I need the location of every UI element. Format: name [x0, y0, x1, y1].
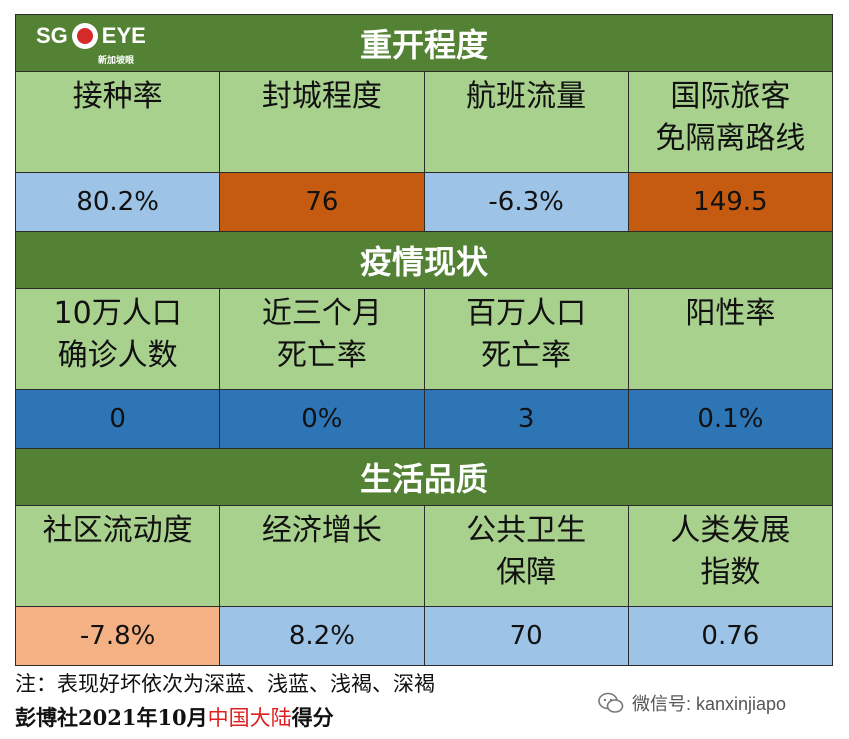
metric-value: -6.3% — [424, 173, 629, 231]
metric-label: 百万人口 死亡率 — [424, 289, 629, 389]
logo-subtitle: 新加坡眼 — [98, 55, 135, 65]
metric-value: 149.5 — [628, 173, 832, 231]
source-region: 中国大陆 — [207, 706, 292, 730]
value-row: 0 0% 3 0.1% — [16, 390, 832, 449]
metric-label: 航班流量 — [424, 72, 629, 172]
metric-value: 0% — [220, 390, 425, 448]
section-title: 疫情现状 — [359, 243, 488, 281]
value-row: -7.8% 8.2% 70 0.76 — [16, 607, 832, 665]
label-row: 10万人口 确诊人数 近三个月 死亡率 百万人口 死亡率 阳性率 — [16, 289, 832, 390]
metric-label: 10万人口 确诊人数 — [16, 289, 221, 389]
metric-value: 0 — [16, 390, 221, 448]
metric-label: 经济增长 — [220, 506, 425, 606]
metric-value: 0.76 — [628, 607, 832, 665]
label-row: 社区流动度 经济增长 公共卫生 保障 人类发展 指数 — [16, 506, 832, 607]
metric-label: 人类发展 指数 — [628, 506, 832, 606]
metric-value: 70 — [424, 607, 629, 665]
section-header-reopening: SG EYE 新加坡眼 重开程度 — [16, 15, 832, 72]
metric-value: 76 — [220, 173, 425, 231]
source-line: 彭博社2021年10月中国大陆得分 — [15, 702, 334, 732]
metric-label: 阳性率 — [628, 289, 832, 389]
metric-label: 接种率 — [16, 72, 221, 172]
sgeye-logo: SG EYE 新加坡眼 — [36, 23, 146, 65]
value-row: 80.2% 76 -6.3% 149.5 — [16, 173, 832, 232]
label-row: 接种率 封城程度 航班流量 国际旅客 免隔离路线 — [16, 72, 832, 173]
logo-text-eye: EYE — [101, 23, 146, 48]
wechat-icon — [598, 692, 624, 713]
section-title: 重开程度 — [359, 26, 488, 64]
wechat-watermark: 微信号: kanxinjiapo — [598, 690, 786, 716]
location-pin-icon — [71, 23, 98, 49]
logo-text-sg: SG — [36, 23, 68, 48]
metric-value: 3 — [424, 390, 629, 448]
metric-value: 0.1% — [628, 390, 832, 448]
source-suffix: 得分 — [291, 705, 334, 730]
metric-label: 公共卫生 保障 — [424, 506, 629, 606]
section-title: 生活品质 — [359, 460, 488, 498]
metric-value: -7.8% — [16, 607, 221, 665]
metric-label: 近三个月 死亡率 — [220, 289, 425, 389]
metric-label: 国际旅客 免隔离路线 — [628, 72, 832, 172]
metric-label: 封城程度 — [220, 72, 425, 172]
metric-value: 80.2% — [16, 173, 221, 231]
section-header-epidemic: 疫情现状 — [16, 232, 832, 289]
metric-value: 8.2% — [220, 607, 425, 665]
wechat-id: 微信号: kanxinjiapo — [632, 694, 787, 714]
scorecard-table: SG EYE 新加坡眼 重开程度 接种率 封城程度 航班流量 国际旅客 免隔离路… — [15, 14, 833, 666]
source-prefix: 彭博社2021年10月 — [15, 705, 208, 730]
section-header-quality-of-life: 生活品质 — [16, 449, 832, 506]
metric-label: 社区流动度 — [16, 506, 221, 606]
color-legend-note: 注：表现好坏依次为深蓝、浅蓝、浅褐、深褐 — [15, 672, 435, 696]
